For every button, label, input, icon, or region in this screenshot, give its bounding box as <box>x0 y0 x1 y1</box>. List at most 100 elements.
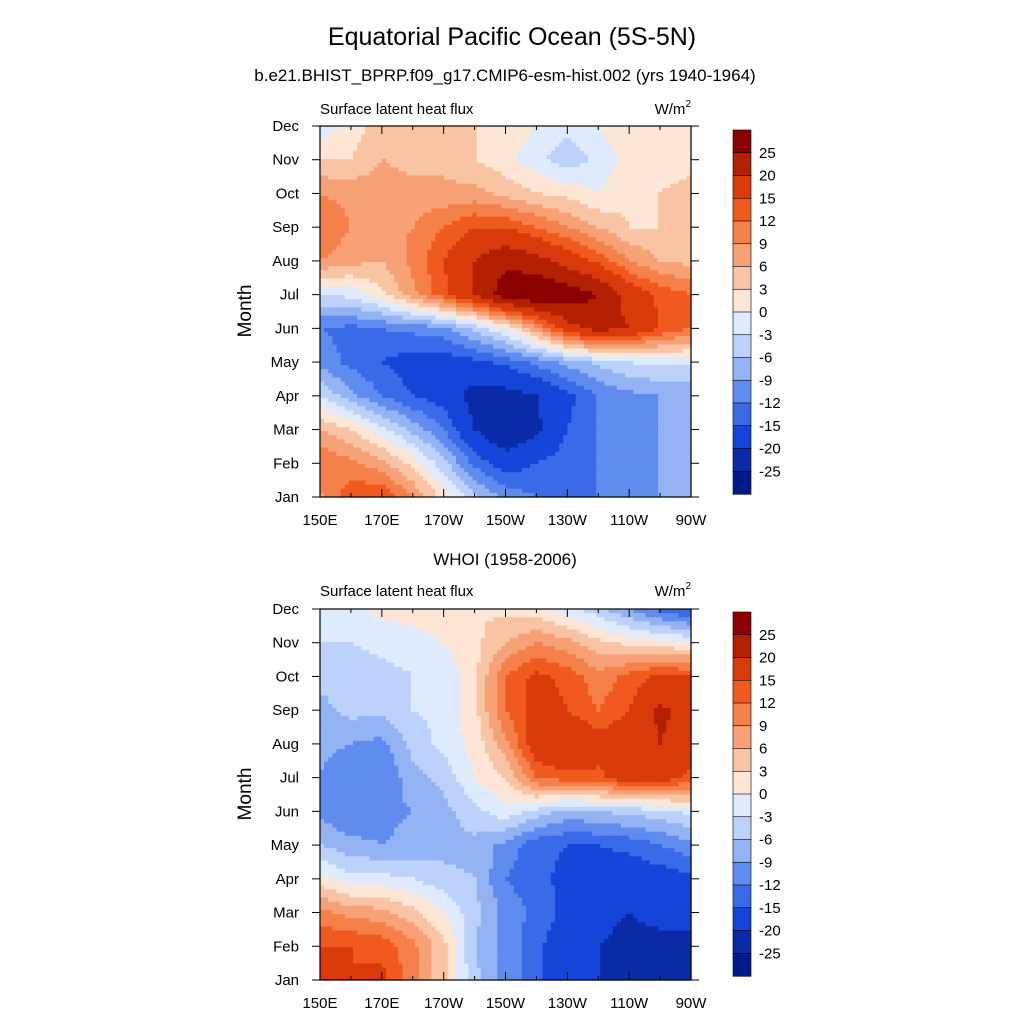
panel-1-cell <box>435 220 441 226</box>
panel-1-cell <box>554 196 560 201</box>
panel-1-cell <box>357 282 362 288</box>
panel-1-cell <box>550 348 556 354</box>
panel-1-cell <box>608 224 614 230</box>
panel-1-cell <box>423 332 428 337</box>
panel-1-cell <box>620 274 626 280</box>
panel-1-cell <box>501 315 507 321</box>
panel-1-cell <box>563 319 568 325</box>
panel-1-cell <box>423 327 428 333</box>
panel-1-cell <box>410 187 416 193</box>
panel-1-cell <box>340 303 346 308</box>
panel-1-cell <box>501 336 507 341</box>
panel-1-cell <box>340 295 346 300</box>
panel-1-cell <box>406 204 412 210</box>
panel-1-cell <box>385 208 391 214</box>
panel-1-cell <box>460 348 465 354</box>
panel-1-cell <box>682 249 688 255</box>
panel-1-cell <box>377 315 383 321</box>
panel-1-cell <box>682 196 688 201</box>
panel-1-cell <box>414 224 420 230</box>
panel-1-cell <box>398 179 404 185</box>
panel-1-cell <box>592 163 597 168</box>
panel-1-cell <box>550 200 556 205</box>
panel-1-cell <box>658 278 663 284</box>
panel-1-cell <box>369 150 375 156</box>
panel-1-cell <box>554 233 560 238</box>
panel-1-cell <box>596 262 601 267</box>
panel-1-cell <box>406 130 412 135</box>
panel-1-cell <box>625 126 630 131</box>
panel-1-cell <box>571 278 577 284</box>
panel-1-cell <box>472 212 478 218</box>
panel-1-cell <box>348 290 354 296</box>
panel-1-cell <box>526 307 531 313</box>
panel-1-cell <box>658 200 663 205</box>
panel-1-cell <box>336 134 342 139</box>
panel-1-cell <box>550 336 556 341</box>
panel-1-cell <box>662 134 667 139</box>
panel-1-cell <box>398 196 404 201</box>
panel-1-cell <box>340 307 346 313</box>
panel-1-cell <box>550 299 556 304</box>
panel-1-cell <box>567 340 573 346</box>
panel-1-cell <box>571 208 577 214</box>
panel-1-cell <box>546 327 552 333</box>
panel-1-cell <box>571 134 577 139</box>
panel-1-cell <box>361 208 366 214</box>
panel-1-cell <box>674 290 680 296</box>
panel-1-cell <box>402 167 408 172</box>
panel-1-cell <box>612 146 618 152</box>
panel-1-cell <box>410 158 416 164</box>
panel-1-cell <box>451 311 457 317</box>
panel-1-cell <box>575 216 581 222</box>
panel-1-cell <box>604 249 610 255</box>
panel-1-cell <box>641 237 647 243</box>
panel-1-cell <box>666 179 671 185</box>
panel-1-cell <box>348 138 354 144</box>
panel-1-cell <box>600 146 606 152</box>
panel-1-cell <box>521 237 527 243</box>
panel-1-cell <box>571 220 577 226</box>
panel-1-cell <box>645 249 651 255</box>
panel-1-cell <box>600 167 606 172</box>
panel-1-cell <box>476 229 482 234</box>
panel-1-cell <box>559 253 564 259</box>
panel-1-cell <box>517 315 523 321</box>
panel-1-cell <box>604 175 610 181</box>
panel-1-cell <box>546 295 552 300</box>
panel-1-cell <box>357 158 362 164</box>
panel-1-cell <box>637 344 643 350</box>
panel-1-cell <box>579 204 585 210</box>
panel-1-cell <box>513 224 519 230</box>
panel-1-cell <box>592 278 597 284</box>
panel-1-cell <box>666 187 671 193</box>
panel-1-cell <box>579 220 585 226</box>
panel-1-cell <box>604 163 610 168</box>
panel-1-cell <box>571 126 577 131</box>
panel-1-cell <box>596 204 601 210</box>
panel-1-cell <box>320 344 325 350</box>
panel-1-cell <box>526 216 531 222</box>
panel-1-cell <box>344 340 350 346</box>
panel-1-cell <box>435 183 441 189</box>
panel-1-cell <box>567 299 573 304</box>
panel-1-cell <box>435 315 441 321</box>
panel-1-cell <box>402 196 408 201</box>
panel-1-cell <box>480 216 486 222</box>
panel-1-cell <box>563 150 568 156</box>
panel-1-cell <box>336 158 342 164</box>
panel-1-cell <box>456 154 461 160</box>
panel-1-cell <box>604 179 610 185</box>
panel-1-cell <box>484 311 490 317</box>
panel-1-cell <box>637 311 643 317</box>
panel-1-cell <box>546 286 552 292</box>
panel-1-cell <box>443 208 449 214</box>
panel-1-cell <box>423 179 428 185</box>
panel-1-cell <box>348 142 354 148</box>
panel-1-cell <box>678 200 684 205</box>
panel-1-cell <box>348 183 354 189</box>
panel-1-cell <box>439 352 445 358</box>
panel-1-cell <box>604 344 610 350</box>
panel-1-cell <box>538 311 544 317</box>
panel-1-cell <box>534 257 540 263</box>
